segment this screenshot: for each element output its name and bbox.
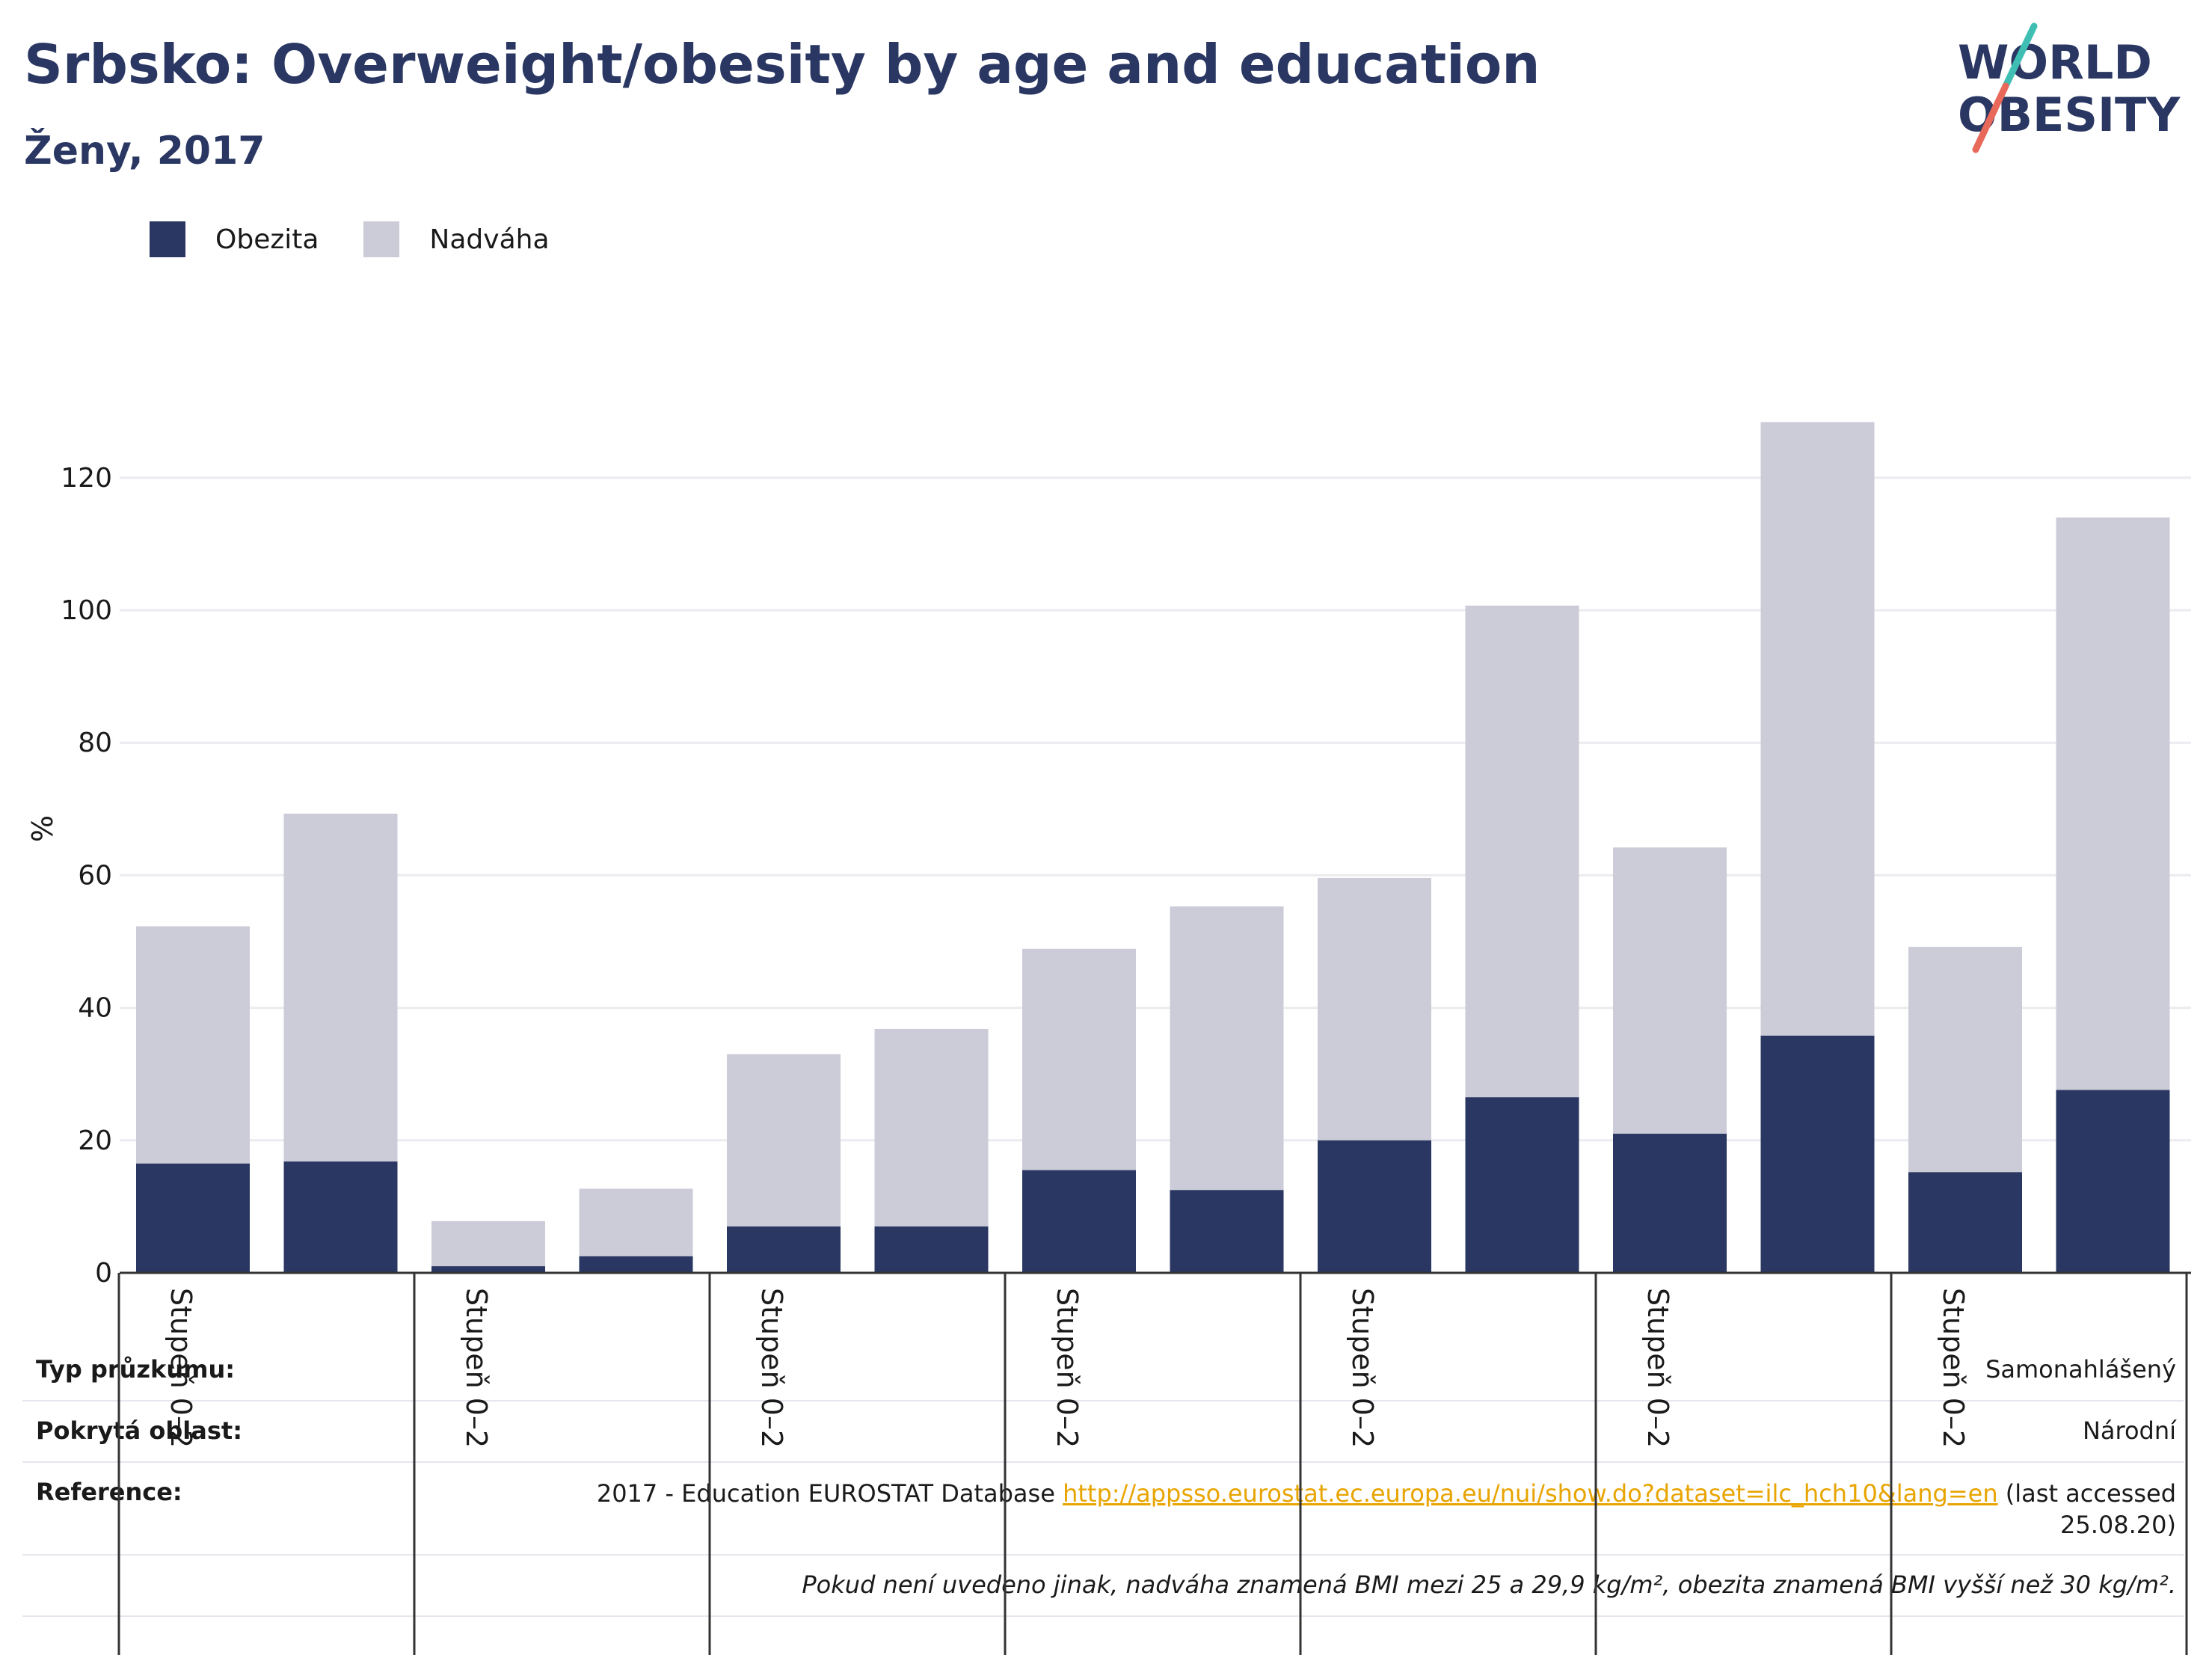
group-label: Stupeň 0–2 — [1051, 1288, 1084, 1448]
covered-area-value: Národní — [2082, 1416, 2176, 1445]
y-tick-label: 40 — [78, 993, 112, 1024]
bar-obezita — [727, 1226, 841, 1273]
reference-suffix: (last accessed 25.08.20) — [1997, 1479, 2176, 1539]
legend-swatch-nadvaha — [363, 221, 400, 257]
reference-link[interactable]: http://appsso.eurostat.ec.europa.eu/nui/… — [1063, 1479, 1998, 1508]
bar-obezita — [1465, 1097, 1579, 1273]
bar-obezita — [1613, 1133, 1727, 1273]
legend-label-nadvaha: Nadváha — [429, 224, 550, 255]
bar-nadvaha — [1908, 947, 2022, 1173]
legend-label-obezita: Obezita — [215, 224, 319, 255]
bar-nadvaha — [431, 1220, 545, 1267]
y-tick-label: 0 — [95, 1258, 112, 1289]
note-divider — [22, 1615, 2184, 1617]
group-label: Stupeň 0–2 — [460, 1288, 493, 1448]
bar-obezita — [1908, 1172, 2022, 1273]
bar-obezita — [1318, 1140, 1431, 1273]
y-tick-label: 100 — [61, 595, 112, 626]
logo-red-stroke — [1972, 82, 2009, 153]
survey-type-value: Samonahlášený — [1985, 1355, 2176, 1384]
group-label: Stupeň 0–2 — [1937, 1288, 1970, 1448]
group-label: Stupeň 0–2 — [755, 1288, 788, 1448]
info-row-survey: Typ průzkumu: Samonahlášený — [22, 1339, 2184, 1401]
legend-swatch-obezita — [150, 221, 185, 257]
legend-item-nadvaha[interactable]: Nadváha — [363, 221, 550, 257]
bar-obezita — [431, 1266, 545, 1273]
bar-obezita — [1170, 1190, 1284, 1273]
bar-nadvaha — [1465, 605, 1579, 1098]
bar-nadvaha — [1170, 906, 1284, 1191]
legend-item-obezita[interactable]: Obezita — [150, 221, 319, 257]
chart-subtitle: Ženy, 2017 — [24, 129, 265, 174]
bar-nadvaha — [1613, 847, 1727, 1134]
logo-text-world: WORLD — [1958, 35, 2152, 90]
y-tick-label: 20 — [78, 1126, 112, 1156]
info-row-area: Pokrytá oblast: Národní — [22, 1400, 2184, 1463]
bar-obezita — [1760, 1035, 1875, 1273]
y-tick-label: 60 — [78, 860, 112, 891]
bar-nadvaha — [579, 1188, 693, 1256]
y-tick-label: 80 — [78, 728, 112, 758]
y-axis-label: % — [26, 815, 59, 842]
info-row-reference: Reference: 2017 - Education EUROSTAT Dat… — [22, 1461, 2184, 1556]
bar-nadvaha — [2056, 517, 2170, 1090]
survey-type-label: Typ průzkumu: — [36, 1355, 236, 1384]
y-tick-label: 120 — [61, 463, 112, 494]
bar-obezita — [2056, 1090, 2170, 1273]
bar-nadvaha — [136, 926, 250, 1164]
chart-title: Srbsko: Overweight/obesity by age and ed… — [24, 33, 1540, 96]
reference-label: Reference: — [36, 1478, 182, 1506]
logo-teal-stroke — [2002, 22, 2038, 90]
world-obesity-logo: WORLD OBESITY — [1958, 22, 2181, 153]
bar-nadvaha — [1318, 877, 1431, 1140]
reference-value: 2017 - Education EUROSTAT Database http:… — [531, 1478, 2176, 1541]
bar-obezita — [136, 1163, 250, 1273]
bar-obezita — [283, 1161, 398, 1273]
group-label: Stupeň 0–2 — [165, 1288, 197, 1448]
covered-area-label: Pokrytá oblast: — [36, 1416, 242, 1445]
bar-obezita — [579, 1256, 693, 1273]
bar-nadvaha — [874, 1028, 989, 1226]
reference-prefix: 2017 - Education EUROSTAT Database — [596, 1479, 1063, 1508]
chart-legend: Obezita Nadváha — [150, 221, 595, 257]
group-label: Stupeň 0–2 — [1346, 1288, 1379, 1448]
bar-obezita — [1022, 1170, 1136, 1273]
group-label: Stupeň 0–2 — [1641, 1288, 1674, 1448]
bar-nadvaha — [1022, 948, 1136, 1170]
bar-nadvaha — [1760, 422, 1875, 1036]
bar-nadvaha — [283, 814, 398, 1162]
definition-note: Pokud není uvedeno jinak, nadváha znamen… — [802, 1570, 2176, 1599]
bar-nadvaha — [727, 1054, 841, 1226]
bar-obezita — [874, 1226, 989, 1273]
